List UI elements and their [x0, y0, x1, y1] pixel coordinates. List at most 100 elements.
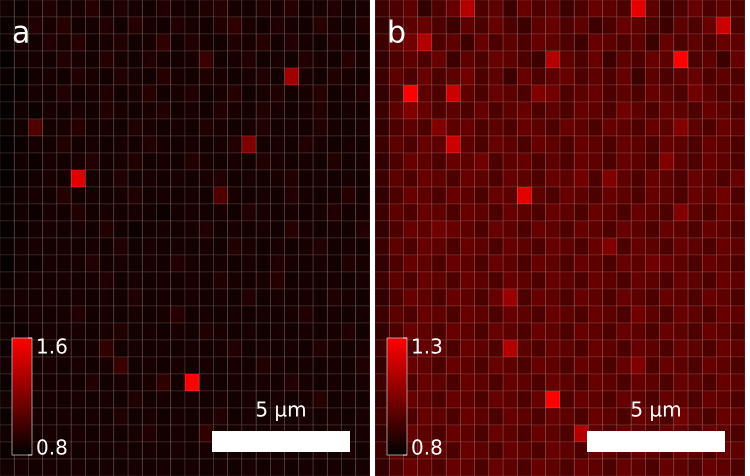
- heatmap-cell: [516, 305, 532, 324]
- heatmap-cell: [687, 254, 703, 273]
- heatmap-cell: [355, 135, 371, 154]
- heatmap-cell: [488, 373, 504, 392]
- heatmap-cell: [284, 84, 300, 103]
- heatmap-cell: [355, 373, 371, 392]
- heatmap-cell: [355, 67, 371, 86]
- heatmap-cell: [84, 271, 101, 290]
- heatmap-cell: [701, 186, 717, 205]
- heatmap-cell: [184, 152, 200, 171]
- heatmap-cell: [255, 237, 271, 256]
- heatmap-cell: [388, 0, 404, 18]
- heatmap-cell: [417, 407, 433, 426]
- heatmap-cell: [716, 50, 732, 69]
- heatmap-cell: [644, 50, 661, 69]
- heatmap-cell: [241, 220, 257, 239]
- heatmap-cell: [388, 288, 404, 307]
- heatmap-cell: [644, 373, 661, 392]
- heatmap-cell: [127, 424, 143, 443]
- heatmap-cell: [127, 84, 143, 103]
- heatmap-cell: [474, 407, 490, 426]
- heatmap-cell: [255, 305, 271, 324]
- heatmap-cell: [298, 373, 314, 392]
- heatmap-cell: [241, 152, 257, 171]
- panel-label: a: [12, 16, 30, 51]
- heatmap-cell: [616, 152, 632, 171]
- heatmap-cell: [70, 16, 86, 35]
- heatmap-cell: [716, 33, 732, 52]
- heatmap-cell: [156, 203, 172, 222]
- heatmap-cell: [573, 373, 589, 392]
- heatmap-cell: [488, 220, 504, 239]
- heatmap-cell: [241, 254, 257, 273]
- heatmap-cell: [312, 339, 328, 358]
- heatmap-cell: [269, 67, 286, 86]
- heatmap-cell: [326, 288, 342, 307]
- heatmap-cell: [602, 220, 618, 239]
- heatmap-cell: [459, 101, 476, 120]
- heatmap-cell: [388, 101, 404, 120]
- heatmap-cell: [630, 373, 646, 392]
- heatmap-cell: [99, 118, 115, 137]
- heatmap-cell: [84, 424, 101, 443]
- heatmap-cell: [417, 390, 433, 409]
- heatmap-cell: [531, 373, 547, 392]
- heatmap-cell: [616, 84, 632, 103]
- heatmap-cell: [298, 50, 314, 69]
- heatmap-cell: [488, 33, 504, 52]
- heatmap-cell: [630, 101, 646, 120]
- heatmap-cell: [474, 288, 490, 307]
- heatmap-cell: [445, 254, 461, 273]
- heatmap-cell: [459, 356, 476, 375]
- heatmap-cell: [573, 237, 589, 256]
- heatmap-cell: [730, 50, 746, 69]
- heatmap-cell: [602, 271, 618, 290]
- heatmap-cell: [312, 186, 328, 205]
- heatmap-cell: [170, 407, 186, 426]
- heatmap-cell: [227, 118, 243, 137]
- heatmap-cell: [127, 169, 143, 188]
- heatmap-cell: [312, 356, 328, 375]
- heatmap-cell: [312, 203, 328, 222]
- heatmap-cell: [170, 135, 186, 154]
- heatmap-cell: [241, 67, 257, 86]
- heatmap-cell: [531, 203, 547, 222]
- heatmap-cell: [445, 424, 461, 443]
- heatmap-cell: [730, 288, 746, 307]
- heatmap-cell: [227, 271, 243, 290]
- heatmap-cell: [516, 441, 532, 460]
- heatmap-cell: [0, 0, 15, 18]
- heatmap-cell: [559, 322, 575, 341]
- heatmap-cell: [374, 458, 390, 476]
- heatmap-cell: [213, 84, 229, 103]
- heatmap-cell: [42, 186, 58, 205]
- heatmap-cell: [502, 288, 518, 307]
- heatmap-cell: [269, 237, 286, 256]
- heatmap-cell: [141, 152, 157, 171]
- heatmap-cell: [474, 169, 490, 188]
- heatmap-cell: [545, 152, 561, 171]
- heatmap-cell: [227, 152, 243, 171]
- heatmap-cell: [659, 237, 675, 256]
- heatmap-cell: [474, 101, 490, 120]
- heatmap-cell: [516, 84, 532, 103]
- heatmap-cell: [42, 135, 58, 154]
- heatmap-cell: [141, 373, 157, 392]
- heatmap-cell: [170, 339, 186, 358]
- heatmap-cell: [644, 169, 661, 188]
- heatmap-cell: [0, 254, 15, 273]
- heatmap-cell: [616, 50, 632, 69]
- heatmap-cell: [255, 186, 271, 205]
- heatmap-cell: [56, 135, 72, 154]
- heatmap-cell: [659, 67, 675, 86]
- heatmap-cell: [659, 288, 675, 307]
- heatmap-cell: [602, 407, 618, 426]
- heatmap-cell: [13, 152, 29, 171]
- heatmap-cell: [687, 203, 703, 222]
- heatmap-cell: [559, 356, 575, 375]
- heatmap-cell: [659, 101, 675, 120]
- heatmap-cell: [459, 50, 476, 69]
- heatmap-cell: [42, 203, 58, 222]
- heatmap-cell: [459, 186, 476, 205]
- heatmap-cell: [113, 186, 129, 205]
- heatmap-cell: [213, 16, 229, 35]
